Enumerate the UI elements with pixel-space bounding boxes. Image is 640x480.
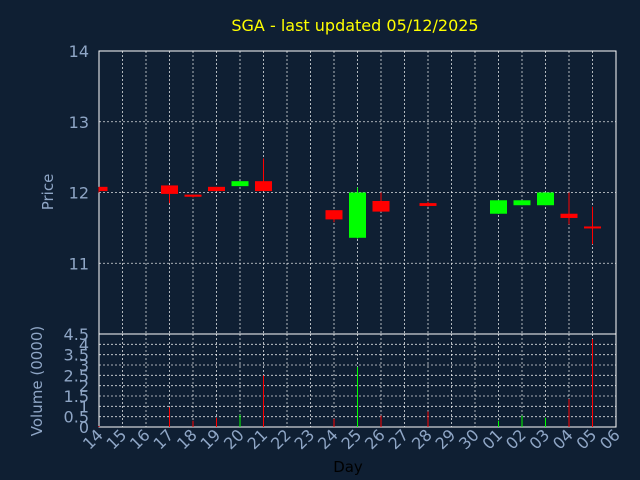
volume-tick-label: 3 (79, 356, 89, 375)
candle-21 (255, 158, 272, 192)
price-axis-label: Price (39, 174, 57, 211)
volume-tick-label: 4 (79, 335, 89, 354)
candle-body (161, 185, 178, 194)
volume-y-ticks: 00.511.522.533.544.5 (64, 325, 89, 437)
candle-body (99, 186, 108, 192)
candle-body (584, 226, 601, 229)
candle-body (231, 181, 249, 187)
candle-body (513, 200, 531, 206)
candle-body (490, 200, 507, 214)
volume-tick-label: 1 (79, 397, 89, 416)
price-tick-label: 11 (69, 254, 89, 273)
candle-02 (513, 200, 531, 206)
candle-body (349, 192, 366, 238)
candle-03 (537, 192, 554, 206)
price-tick-label: 12 (69, 184, 89, 203)
candle-19 (208, 186, 225, 192)
candle-body (325, 210, 343, 220)
candle-body (537, 192, 554, 206)
volume-axis-label: Volume (0000) (28, 326, 46, 436)
volume-tick-label: 0 (79, 418, 89, 437)
candle-18 (184, 194, 202, 198)
volume-tick-label: 0.5 (64, 408, 89, 427)
price-y-ticks: 11 12 13 14 (69, 42, 89, 273)
candle-14 (98, 186, 108, 193)
volume-tick-label: 1.5 (64, 387, 89, 406)
candle-01 (490, 200, 507, 214)
candle-24 (325, 210, 343, 223)
candle-05 (584, 206, 601, 245)
price-tick-label: 13 (69, 113, 89, 132)
candle-26 (372, 192, 390, 212)
candle-04 (560, 192, 578, 225)
volume-tick-label: 2 (79, 377, 89, 396)
candle-17 (161, 185, 178, 204)
x-axis-label: Day (333, 458, 363, 476)
candle-25 (349, 187, 366, 239)
volume-tick-label: 3.5 (64, 346, 89, 365)
day-x-ticks: 1415161718192021222324252627282930010203… (79, 425, 624, 453)
candle-body (255, 181, 272, 192)
volume-tick-label: 2.5 (64, 366, 89, 385)
candle-body (372, 200, 390, 212)
candlestick-series (98, 158, 601, 245)
candle-28 (419, 201, 437, 207)
chart-title: SGA - last updated 05/12/2025 (231, 16, 478, 35)
volume-bar-series (98, 339, 593, 427)
candle-body (560, 213, 578, 218)
volume-tick-label: 4.5 (64, 325, 89, 344)
price-tick-label: 14 (69, 42, 89, 61)
candle-20 (231, 181, 249, 187)
candle-body (419, 203, 437, 206)
candle-body (208, 186, 225, 192)
candle-body (184, 194, 202, 197)
